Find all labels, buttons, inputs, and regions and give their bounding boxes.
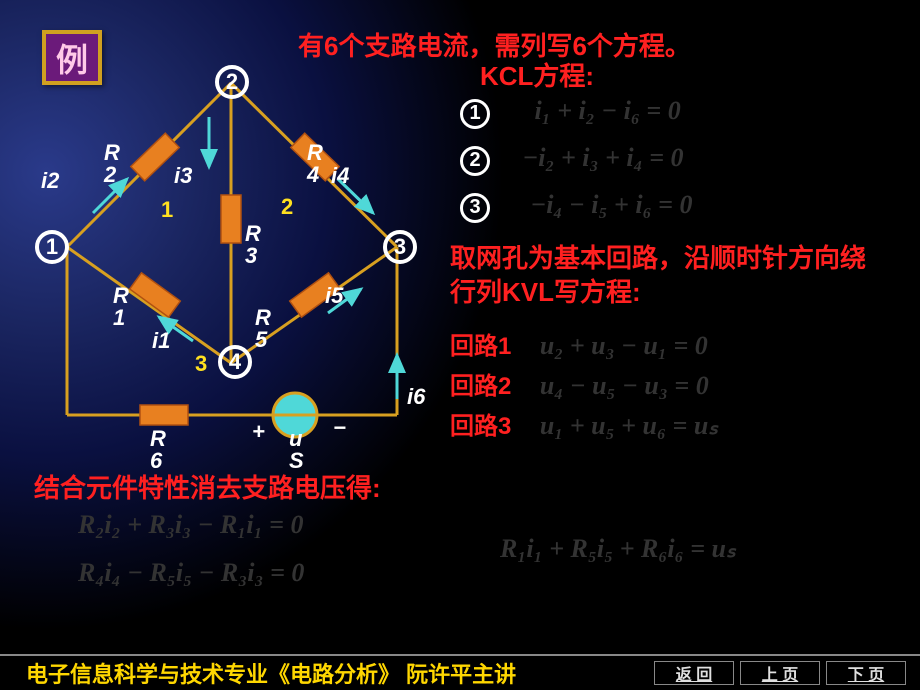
footer-title: 电子信息科学与技术专业《电路分析》 阮许平主讲 <box>26 657 516 689</box>
kvl-row-3: 回路3 u₁ + u₅ + u₆ = uₛ <box>450 406 718 441</box>
kvl-eq-2: u₄ − u₅ − u₃ = 0 <box>540 371 709 400</box>
loop-num-1: 1 <box>161 197 173 223</box>
kcl-num-1: 1 <box>460 99 490 129</box>
kvl-eq-3: u₁ + u₅ + u₆ = uₛ <box>540 411 718 440</box>
heading-kcl: KCL方程: <box>480 56 594 93</box>
label-plus: + <box>252 419 265 445</box>
subst-eq-1: R₂i₂ + R₃i₃ − R₁i₁ = 0 <box>78 510 303 540</box>
nav-prev-button[interactable]: 上 页 <box>740 661 820 685</box>
label-i1: i1 <box>152 328 170 354</box>
label-i4: i4 <box>331 163 349 189</box>
kvl-row-2: 回路2 u₄ − u₅ − u₃ = 0 <box>450 366 709 401</box>
subst-eq-2: R₄i₄ − R₅i₅ − R₃i₃ = 0 <box>78 558 304 588</box>
kcl-eq-1: i₁ + i₂ − i₆ = 0 <box>534 96 680 125</box>
label-i2: i2 <box>41 168 59 194</box>
nav-back-button[interactable]: 返 回 <box>654 661 734 685</box>
label-R4: R4 <box>307 142 323 186</box>
heading-kvl: 取网孔为基本回路，沿顺时针方向绕行列KVL写方程: <box>450 242 890 310</box>
label-i3: i3 <box>174 163 192 189</box>
kcl-eq-3: −i₄ − i₅ + i₆ = 0 <box>530 190 692 219</box>
kvl-label-1: 回路1 <box>450 333 511 360</box>
node-1: 1 <box>35 230 69 264</box>
kcl-row-2: 2 −i₂ + i₃ + i₄ = 0 <box>460 143 684 176</box>
label-R6: R6 <box>150 428 166 472</box>
label-R5: R5 <box>255 307 271 351</box>
label-i6: i6 <box>407 384 425 410</box>
label-R3: R3 <box>245 223 261 267</box>
kcl-row-3: 3 −i₄ − i₅ + i₆ = 0 <box>460 190 692 223</box>
node-2: 2 <box>215 65 249 99</box>
kvl-label-2: 回路2 <box>450 373 511 400</box>
kvl-label-3: 回路3 <box>450 413 511 440</box>
kcl-eq-2: −i₂ + i₃ + i₄ = 0 <box>522 143 683 172</box>
label-minus: − <box>333 415 346 441</box>
loop-num-3: 3 <box>195 351 207 377</box>
kvl-row-1: 回路1 u₂ + u₃ − u₁ = 0 <box>450 326 708 361</box>
label-i5: i5 <box>325 283 343 309</box>
kcl-row-1: 1 i₁ + i₂ − i₆ = 0 <box>460 96 681 129</box>
node-4: 4 <box>218 345 252 379</box>
kvl-eq-1: u₂ + u₃ − u₁ = 0 <box>540 331 708 360</box>
subst-eq-3: R₁i₁ + R₅i₅ + R₆i₆ = uₛ <box>500 534 736 564</box>
circuit-diagram: 1 2 3 4 i2 i3 i4 i1 i5 i6 R2 R4 R3 R1 R5… <box>35 55 415 455</box>
label-R2: R2 <box>104 142 120 186</box>
heading-subst: 结合元件特性消去支路电压得: <box>34 468 381 505</box>
circuit-svg <box>35 55 415 465</box>
label-uS: uS <box>289 428 304 472</box>
nav-next-button[interactable]: 下 页 <box>826 661 906 685</box>
loop-num-2: 2 <box>281 194 293 220</box>
node-3: 3 <box>383 230 417 264</box>
kcl-num-3: 3 <box>460 193 490 223</box>
label-R1: R1 <box>113 285 129 329</box>
kcl-num-2: 2 <box>460 146 490 176</box>
footer-bar: 电子信息科学与技术专业《电路分析》 阮许平主讲 返 回 上 页 下 页 <box>0 654 920 690</box>
